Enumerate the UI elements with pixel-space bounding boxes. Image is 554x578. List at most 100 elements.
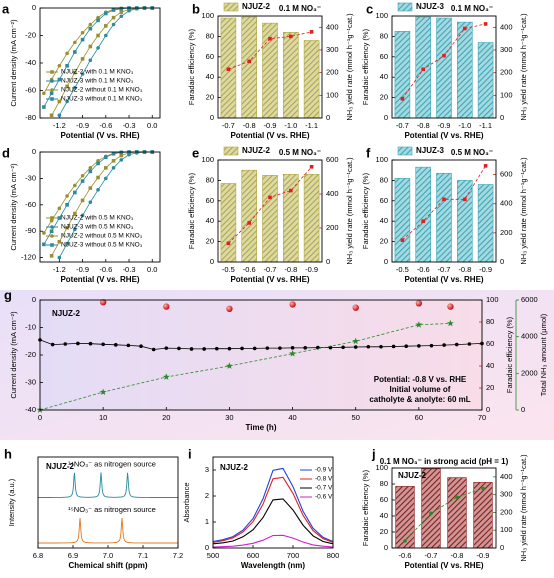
x-axis-label: Wavelength (nm) [241,561,305,570]
marker [163,303,170,310]
plot-frame [391,159,497,263]
x-tick-label: -0.3 [123,121,136,130]
plot-frame [39,7,161,119]
marker [57,206,62,211]
bar [477,42,494,119]
y-tick-label: 0 [205,543,209,552]
y-tick-label: 40 [380,216,388,225]
legend-label: NJUZ-3 [416,146,445,155]
marker [226,362,233,369]
y2-tick-label: 40 [486,361,494,370]
y-tick-label: 0 [384,257,388,266]
x-tick-label: -1.0 [458,121,471,130]
legend-label: NJUZ-3 without 0.5 M KNO₃ [61,242,143,249]
x-tick-label: -0.5 [396,265,409,274]
marker [57,63,62,68]
marker [162,373,170,380]
marker [177,346,181,351]
marker [96,46,100,50]
bar [394,178,411,263]
marker [96,33,100,38]
y-axis-label: Faradaic efficiency (%) [187,28,196,105]
marker [353,345,358,349]
bar [303,40,320,119]
x-tick-label: 60 [415,413,423,422]
y-tick-label: 0 [32,295,36,304]
y-tick-label: 80 [206,175,214,184]
y-tick-label: 0 [32,3,36,12]
marker [57,99,62,104]
marker [73,40,77,45]
y2-tick-label: 200 [500,507,513,516]
marker [127,8,131,13]
y-tick-label: 2 [205,491,209,500]
marker [119,153,124,158]
x-tick-label: -0.7 [438,265,451,274]
y-axis-label: Faradaic efficiency (%) [361,28,370,105]
legend-label: NJUZ-2 with 0.5 M KNO₃ [61,215,134,222]
y-axis-label: Current density (mA cm⁻²) [9,311,18,399]
x-tick-label: 0.0 [147,121,157,130]
marker [99,388,107,395]
marker [111,8,116,12]
marker [73,50,77,54]
x-tick-label: -0.8 [451,551,464,560]
y2-tick-label: 400 [500,472,513,481]
y-tick-label: 40 [206,72,214,81]
bar [477,184,494,263]
marker [88,186,93,190]
marker [139,344,143,349]
x-axis-label: Chemical shift (ppm) [68,561,147,570]
marker [73,190,77,195]
marker [447,303,454,310]
y2-tick-label: 20 [486,383,494,392]
x-tick-label: -0.6 [99,121,112,130]
y-tick-label: -30 [25,377,36,386]
marker [57,77,62,82]
annotation: 0.5 M NO₃⁻ [451,148,493,157]
y2-tick-label: 100 [500,90,513,99]
marker [483,164,488,168]
marker [303,346,308,350]
marker [455,495,459,500]
x-tick-label: -0.6 [399,551,412,560]
plot-area [213,457,333,548]
bar [262,175,278,263]
y-tick-label: 60 [206,52,214,61]
marker [400,96,405,101]
plot-frame [212,456,334,549]
marker [88,341,93,346]
legend-swatch [223,2,239,12]
marker [96,161,100,166]
x-tick-label: 7.2 [173,551,183,560]
marker [104,24,108,28]
y-tick-label: 0 [210,257,214,266]
y3-axis-label: Total NH₃ amount (μmol) [539,313,548,396]
bar [395,486,415,549]
bar [303,173,320,263]
annotation: 0.5 M NO₃⁻ [279,148,321,157]
marker [226,241,231,246]
marker [76,341,80,346]
marker [417,344,421,348]
marker [309,165,314,169]
y-tick-label: -30 [25,173,36,182]
marker [50,70,54,74]
y-tick-label: -90 [25,226,36,235]
annotation: 0.1 M NO₃⁻ in strong acid (pH = 1) [380,457,509,466]
y-tick-label: -60 [25,85,36,94]
plot-frame [391,15,497,119]
marker [73,85,77,90]
x-tick-label: 600 [247,551,260,560]
plot-frame [39,299,483,411]
series-line [39,323,451,411]
marker [483,22,488,26]
marker [164,346,169,350]
bar [436,17,452,119]
marker [50,97,54,101]
y-tick-label: 60 [380,196,388,205]
marker [96,18,100,23]
marker [104,11,108,16]
y2-axis-label: Faradaic efficiency (%) [505,316,514,393]
marker [289,188,293,193]
